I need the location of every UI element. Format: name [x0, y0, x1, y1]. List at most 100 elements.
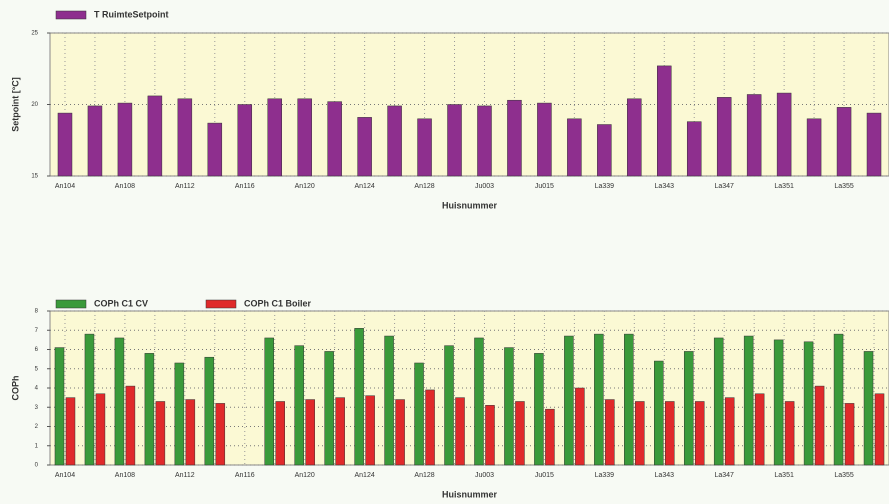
bar [426, 390, 435, 465]
bar [385, 336, 394, 465]
x-tick-label: An104 [55, 183, 75, 190]
bar [807, 119, 821, 176]
bar [777, 93, 791, 176]
bar [156, 401, 165, 465]
bar [575, 388, 584, 465]
x-axis-title: Huisnummer [442, 200, 498, 210]
bar [55, 348, 64, 465]
legend-swatch [56, 300, 86, 308]
x-tick-label: An124 [355, 472, 375, 479]
legend-label: COPh C1 CV [94, 298, 148, 308]
y-axis-title: Setpoint [°C] [10, 77, 20, 132]
y-tick-label: 6 [35, 347, 39, 353]
x-tick-label: Ju003 [475, 472, 494, 479]
bar [725, 398, 734, 465]
bar [145, 353, 154, 465]
legend-label: COPh C1 Boiler [244, 298, 312, 308]
plot-area [50, 33, 889, 176]
x-tick-label: An120 [295, 183, 315, 190]
x-tick-label: An120 [295, 472, 315, 479]
x-tick-label: Ju003 [475, 183, 494, 190]
x-tick-label: La339 [595, 183, 615, 190]
bar [96, 394, 105, 465]
bar [325, 351, 334, 465]
bar [175, 363, 184, 465]
y-tick-label: 1 [35, 443, 39, 449]
y-tick-label: 2 [35, 424, 39, 430]
bar [238, 105, 252, 177]
bar [276, 401, 285, 465]
bar [295, 346, 304, 465]
bar [58, 113, 72, 176]
bar [755, 394, 764, 465]
bar [205, 357, 214, 465]
bar [186, 400, 195, 465]
bar [415, 363, 424, 465]
bar [605, 400, 614, 465]
bar [265, 338, 274, 465]
x-tick-label: La347 [714, 183, 734, 190]
bar [366, 396, 375, 465]
legend-swatch [56, 11, 86, 19]
x-tick-label: La343 [655, 183, 675, 190]
bar [684, 351, 693, 465]
bar [624, 334, 633, 465]
bar [804, 342, 813, 465]
bar [654, 361, 663, 465]
bar [358, 117, 372, 176]
bar [448, 105, 462, 177]
y-tick-label: 25 [31, 31, 38, 37]
bar [635, 401, 644, 465]
bar [695, 401, 704, 465]
y-tick-label: 5 [35, 366, 39, 372]
x-tick-label: An124 [355, 183, 375, 190]
bar [328, 102, 342, 176]
bar [178, 99, 192, 176]
x-tick-label: An128 [414, 183, 434, 190]
x-axis-title: Huisnummer [442, 489, 498, 499]
x-tick-label: Ju015 [535, 183, 554, 190]
chart: 152025An104An108An112An116An120An124An12… [0, 0, 889, 504]
bar [504, 348, 513, 465]
bar [545, 409, 554, 465]
y-tick-label: 20 [31, 102, 38, 108]
x-tick-label: An108 [115, 183, 135, 190]
bar [717, 97, 731, 176]
x-tick-label: La347 [714, 472, 734, 479]
bar [837, 107, 851, 176]
x-tick-label: Ju015 [535, 472, 554, 479]
bar [477, 106, 491, 176]
bar [115, 338, 124, 465]
bar [216, 403, 225, 465]
y-tick-label: 7 [35, 328, 39, 334]
bar [864, 351, 873, 465]
bar [298, 99, 312, 176]
bar [355, 328, 364, 465]
bar [714, 338, 723, 465]
bar [744, 336, 753, 465]
x-tick-label: La339 [595, 472, 615, 479]
y-tick-label: 3 [35, 405, 39, 411]
bar [66, 398, 75, 465]
y-axis-title: COPh [10, 375, 20, 400]
x-tick-label: An112 [175, 183, 195, 190]
x-tick-label: La351 [774, 183, 794, 190]
bar [88, 106, 102, 176]
bar [687, 122, 701, 176]
bar [534, 353, 543, 465]
bar [747, 94, 761, 176]
bar [474, 338, 483, 465]
x-tick-label: An104 [55, 472, 75, 479]
x-tick-label: La343 [655, 472, 675, 479]
bar [515, 401, 524, 465]
bar [507, 100, 521, 176]
bar [388, 106, 402, 176]
y-tick-label: 8 [35, 309, 39, 315]
bar [815, 386, 824, 465]
x-tick-label: An116 [235, 472, 255, 479]
x-tick-label: An112 [175, 472, 195, 479]
x-tick-label: An128 [414, 472, 434, 479]
y-tick-label: 0 [35, 463, 39, 469]
bar [118, 103, 132, 176]
y-tick-label: 15 [31, 174, 38, 180]
